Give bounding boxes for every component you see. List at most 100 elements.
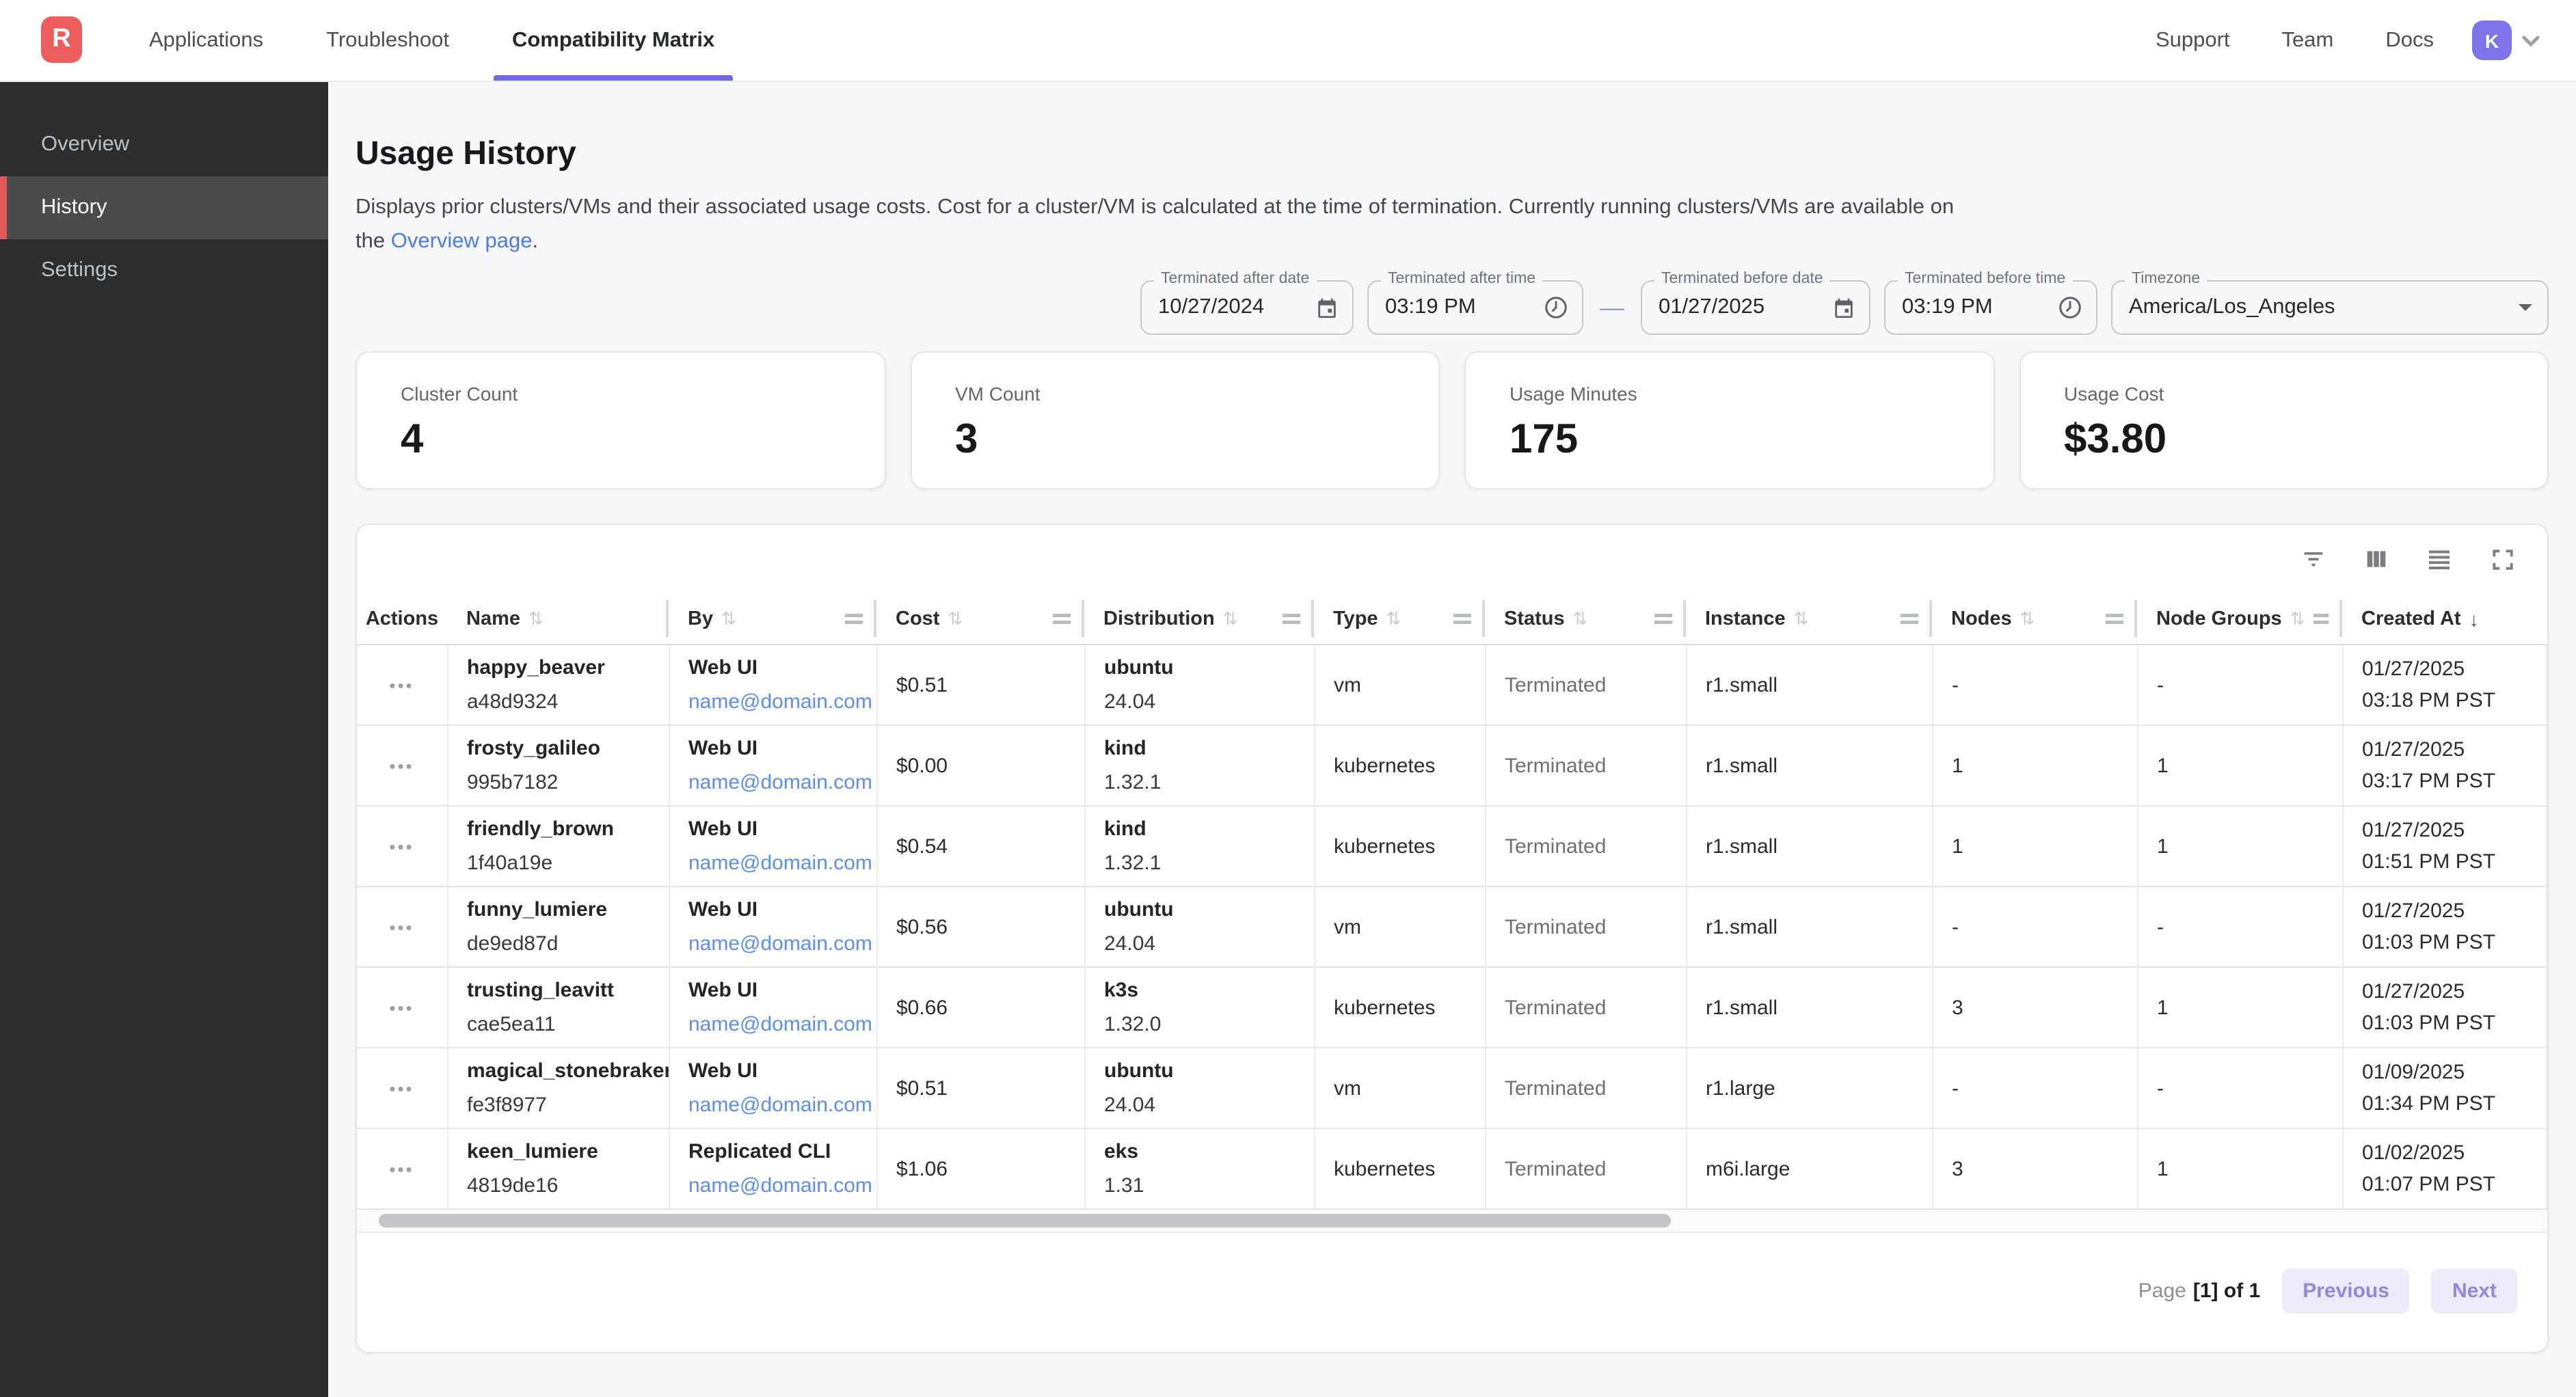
column-menu-icon[interactable] [1053,612,1071,625]
type-value: vm [1334,915,1361,939]
column-menu-icon[interactable] [1901,612,1918,625]
column-menu-icon[interactable] [2106,612,2123,625]
created-date: 01/27/2025 [2362,657,2465,681]
row-actions-button[interactable]: ••• [381,1072,422,1104]
filter-field[interactable]: Terminated before time 03:19 PM [1884,271,2097,336]
created-at-cell: 01/27/2025 01:03 PM PST [2342,967,2547,1049]
column-header[interactable]: Cost ⇅ [876,593,1084,646]
row-actions-button[interactable]: ••• [381,911,422,942]
row-actions-button[interactable]: ••• [381,830,422,862]
filter-icon[interactable] [2298,544,2329,574]
sort-icon[interactable]: ⇅ [2290,608,2305,629]
by-email-link[interactable]: name@domain.com [688,932,872,956]
column-menu-icon[interactable] [2313,612,2329,625]
sort-icon[interactable]: ⇅ [1793,608,1809,629]
filter-field[interactable]: Terminated after time 03:19 PM [1367,271,1583,336]
calendar-icon[interactable] [1832,296,1855,319]
filter-field-value[interactable]: 10/27/2024 [1158,295,1265,319]
by-email-link[interactable]: name@domain.com [688,771,872,795]
by-cell: Web UI name@domain.com [669,967,877,1049]
chevron-down-icon[interactable] [2521,33,2540,47]
row-actions-button[interactable]: ••• [381,669,422,701]
sidebar-item[interactable]: History [0,176,328,239]
cluster-id: 1f40a19e [467,852,553,876]
nav-link[interactable]: Team [2281,28,2334,51]
nav-link[interactable]: Docs [2385,28,2434,51]
filter-field[interactable]: Terminated before date 01/27/2025 [1641,271,1870,336]
calendar-icon[interactable] [1315,296,1339,319]
nav-link[interactable]: Support [2155,28,2230,51]
next-button[interactable]: Next [2431,1269,2517,1314]
nav-tab[interactable]: Troubleshoot [308,0,467,81]
type-cell: kubernetes [1314,806,1486,888]
column-header[interactable]: Nodes ⇅ [1932,593,2137,646]
by-email-link[interactable]: name@domain.com [688,690,872,714]
sort-icon[interactable]: ⇅ [1572,608,1588,629]
column-header[interactable]: Distribution ⇅ [1084,593,1314,646]
by-email-link[interactable]: name@domain.com [688,852,872,876]
scrollbar-thumb[interactable] [379,1214,1672,1228]
filter-field-value[interactable]: America/Los_Angeles [2129,295,2335,319]
clock-icon[interactable] [2058,295,2082,320]
filter-field[interactable]: Timezone America/Los_Angeles [2111,271,2549,336]
replicated-logo-icon[interactable]: R [41,16,82,63]
overview-page-link[interactable]: Overview page [390,229,533,253]
sidebar-item-label: Overview [41,133,130,156]
column-menu-icon[interactable] [1453,612,1471,625]
type-cell: vm [1314,1048,1486,1130]
columns-icon[interactable] [2361,544,2391,574]
column-header[interactable]: Node Groups ⇅ [2137,593,2342,646]
column-header[interactable]: Created At ↓ [2342,593,2547,646]
cluster-id: a48d9324 [467,690,559,714]
previous-button[interactable]: Previous [2282,1269,2410,1314]
column-header[interactable]: Actions [357,593,447,646]
column-header[interactable]: Status ⇅ [1485,593,1686,646]
nav-tab[interactable]: Compatibility Matrix [494,0,733,81]
column-header[interactable]: Name ⇅ [447,593,669,646]
sidebar-item[interactable]: Settings [0,239,328,302]
column-header[interactable]: Instance ⇅ [1686,593,1932,646]
filter-field[interactable]: Terminated after date 10/27/2024 [1140,271,1354,336]
cluster-name: frosty_galileo [467,736,601,760]
column-menu-icon[interactable] [1283,612,1300,625]
fullscreen-icon[interactable] [2487,544,2517,574]
row-actions-button[interactable]: ••• [381,750,422,781]
row-actions-button[interactable]: ••• [381,1153,422,1184]
by-email-link[interactable]: name@domain.com [688,1174,872,1198]
filter-field-value[interactable]: 03:19 PM [1385,295,1476,319]
filter-field-label: Terminated before time [1898,271,2073,288]
actions-cell: ••• [357,806,448,888]
dropdown-arrow-icon[interactable] [2517,302,2534,313]
sort-icon[interactable]: ⇅ [1386,608,1401,629]
column-menu-icon[interactable] [1654,612,1672,625]
avatar[interactable]: K [2472,21,2512,60]
column-header[interactable]: Type ⇅ [1314,593,1485,646]
by-cell: Replicated CLI name@domain.com [669,1128,877,1210]
sort-icon[interactable]: ⇅ [528,608,544,629]
sort-icon[interactable]: ⇅ [2020,608,2035,629]
filter-field-value[interactable]: 01/27/2025 [1659,295,1765,319]
table-row: ••• keen_lumiere 4819de16 Replicated CLI… [357,1128,2547,1210]
column-menu-icon[interactable] [845,612,863,625]
filter-field-value[interactable]: 03:19 PM [1902,295,1993,319]
sort-icon[interactable]: ⇅ [721,608,736,629]
sidebar-item[interactable]: Overview [0,113,328,176]
by-email-link[interactable]: name@domain.com [688,1094,872,1117]
instance-cell: r1.small [1686,725,1933,807]
density-icon[interactable] [2424,544,2454,574]
clock-icon[interactable] [1544,295,1568,320]
column-header[interactable]: By ⇅ [669,593,876,646]
sort-icon[interactable]: ↓ [2469,608,2479,630]
nav-tab[interactable]: Applications [131,0,281,81]
column-header-label: Cost [896,608,940,630]
name-cell: magical_stonebraker fe3f8977 [447,1048,669,1130]
row-actions-button[interactable]: ••• [381,992,422,1023]
sort-icon[interactable]: ⇅ [1222,608,1238,629]
table-toolbar [357,525,2547,593]
name-cell: frosty_galileo 995b7182 [447,725,669,807]
sort-icon[interactable]: ⇅ [948,608,963,629]
by-email-link[interactable]: name@domain.com [688,1013,872,1037]
status-cell: Terminated [1485,806,1687,888]
stat-card-value: $3.80 [2064,417,2167,463]
